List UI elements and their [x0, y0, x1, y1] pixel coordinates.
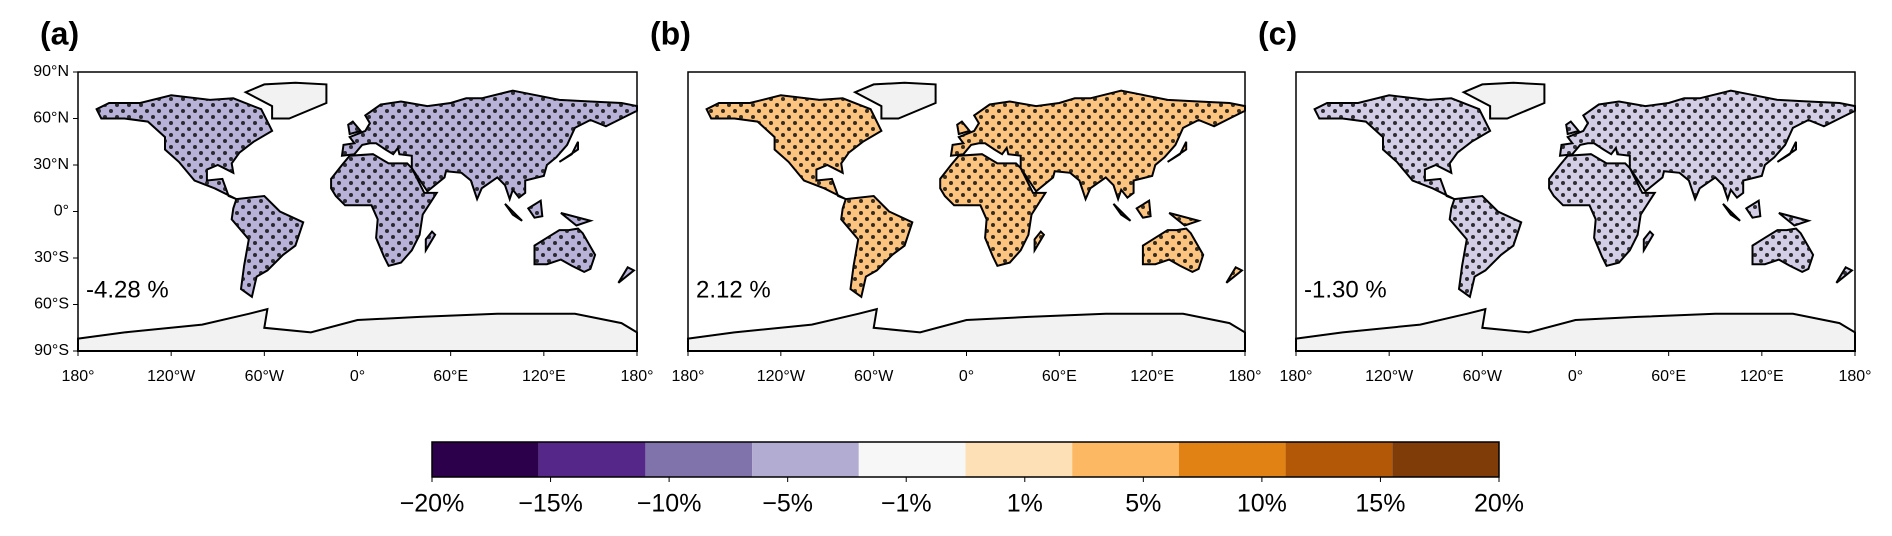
- lat-tick-label: 90°S: [34, 342, 69, 359]
- colorbar-tick-label: 15%: [1355, 490, 1405, 518]
- colorbar-tick-label: 5%: [1125, 490, 1161, 518]
- colorbar-tick-label: −5%: [762, 490, 813, 518]
- lon-tick-label: 60°W: [854, 368, 894, 385]
- colorbar-segment: [1072, 442, 1179, 477]
- colorbar-segment: [1285, 442, 1393, 477]
- stippling: [706, 95, 882, 200]
- stippling: [841, 196, 913, 297]
- lon-tick-label: 180°: [671, 368, 704, 385]
- global-mean: 2.12 %: [696, 276, 771, 303]
- lat-tick-label: 0°: [54, 203, 69, 220]
- lon-tick-label: 60°E: [1042, 368, 1077, 385]
- stippling: [957, 121, 970, 134]
- stippling: [1566, 121, 1579, 134]
- lon-tick-label: 120°E: [1130, 368, 1174, 385]
- colorbar-segment: [538, 442, 646, 477]
- lon-tick-label: 120°E: [1740, 368, 1784, 385]
- colorbar-segment: [645, 442, 753, 477]
- stippling: [951, 90, 1245, 200]
- lon-tick-label: 180°: [61, 368, 94, 385]
- lon-tick-label: 180°: [1228, 368, 1261, 385]
- colorbar-tick-label: −1%: [881, 490, 932, 518]
- stippling: [1643, 231, 1654, 251]
- colorbar-tick-label: −20%: [400, 490, 465, 518]
- colorbar-tick-label: 1%: [1007, 490, 1043, 518]
- lat-tick-label: 30°N: [33, 156, 69, 173]
- colorbar-segment: [432, 442, 539, 477]
- ice-sheet: [77, 307, 638, 352]
- stippling: [1752, 228, 1814, 272]
- ice-sheet: [852, 81, 937, 120]
- colorbar-segment: [752, 442, 859, 477]
- stippling: [1746, 200, 1761, 218]
- stippling: [1723, 203, 1741, 221]
- stippling: [1777, 141, 1796, 162]
- colorbar-segment: [965, 442, 1073, 477]
- lon-tick-label: 0°: [1568, 368, 1583, 385]
- colorbar-tick-label: 10%: [1237, 490, 1287, 518]
- lat-tick-label: 60°S: [34, 296, 69, 313]
- stippling: [1167, 141, 1187, 162]
- lon-tick-label: 120°E: [522, 368, 566, 385]
- global-mean: -4.28 %: [86, 276, 169, 303]
- ice-sheet: [687, 307, 1246, 352]
- stippling: [231, 196, 304, 297]
- lon-tick-label: 180°: [620, 368, 653, 385]
- colorbar-border: [431, 441, 1500, 478]
- lat-tick-label: 30°S: [34, 249, 69, 266]
- lon-tick-label: 60°W: [245, 368, 285, 385]
- stippling: [342, 90, 637, 200]
- colorbar-tick-label: 20%: [1474, 490, 1524, 518]
- lon-tick-label: 60°E: [433, 368, 468, 385]
- stippling: [1226, 267, 1242, 283]
- colorbar-segment: [1178, 442, 1286, 477]
- colorbar-tick-label: −10%: [637, 490, 702, 518]
- lon-tick-label: 60°E: [1651, 368, 1686, 385]
- stippling: [1549, 154, 1655, 266]
- panel-label: (c): [1258, 15, 1297, 51]
- stippling: [505, 203, 523, 221]
- stippling: [1136, 200, 1151, 218]
- lon-tick-label: 180°: [1838, 368, 1871, 385]
- stippling: [559, 141, 578, 162]
- stippling: [1034, 231, 1044, 251]
- ice-sheet: [1295, 307, 1856, 352]
- colorbar-segment: [1392, 442, 1499, 477]
- stippling: [528, 200, 543, 218]
- stippling: [1113, 203, 1131, 221]
- stippling: [1449, 196, 1522, 297]
- panel-label: (a): [40, 15, 79, 51]
- ice-sheet: [243, 81, 328, 120]
- lon-tick-label: 0°: [959, 368, 974, 385]
- stippling: [1778, 213, 1809, 226]
- panel-label: (b): [650, 15, 691, 51]
- stippling: [618, 267, 634, 283]
- lat-tick-label: 60°N: [33, 110, 69, 127]
- colorbar-segment: [858, 442, 966, 477]
- lon-tick-label: 0°: [350, 368, 365, 385]
- colorbar-tick-label: −15%: [518, 490, 583, 518]
- lat-tick-label: 90°N: [33, 63, 69, 80]
- lon-tick-label: 60°W: [1463, 368, 1503, 385]
- stippling: [96, 95, 273, 200]
- ice-sheet: [1461, 81, 1546, 120]
- stippling: [940, 154, 1046, 266]
- stippling: [560, 213, 591, 226]
- stippling: [1314, 95, 1491, 200]
- stippling: [331, 154, 437, 266]
- lon-tick-label: 120°W: [1365, 368, 1414, 385]
- lon-tick-label: 120°W: [147, 368, 196, 385]
- stippling: [1836, 267, 1852, 283]
- global-mean: -1.30 %: [1304, 276, 1387, 303]
- stippling: [534, 228, 596, 272]
- stippling: [1142, 228, 1204, 272]
- lon-tick-label: 180°: [1279, 368, 1312, 385]
- stippling: [1169, 213, 1199, 226]
- lon-tick-label: 120°W: [757, 368, 806, 385]
- stippling: [425, 231, 436, 251]
- stippling: [1560, 90, 1855, 200]
- stippling: [348, 121, 361, 134]
